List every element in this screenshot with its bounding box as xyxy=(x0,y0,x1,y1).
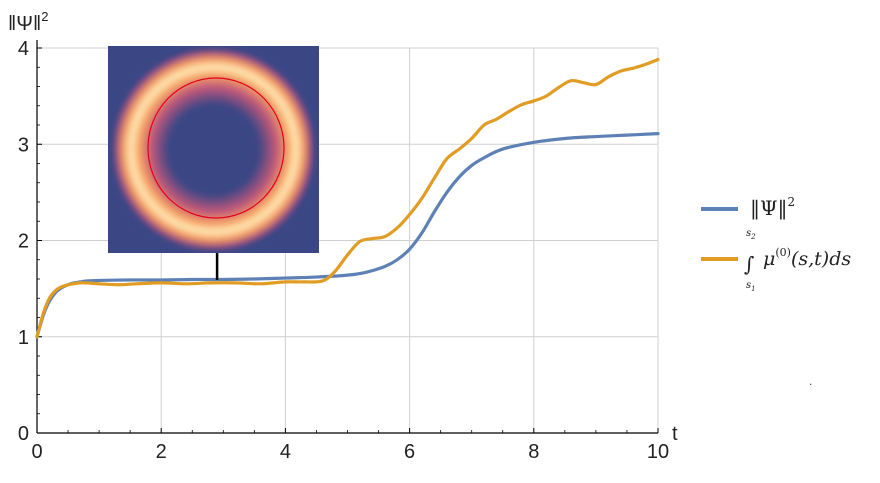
legend-norm-base: ‖Ψ‖ xyxy=(750,196,788,221)
legend: ‖Ψ‖2 ∫ s2 s1 μ(0)(s,t)ds xyxy=(701,195,851,293)
inset-density-ring xyxy=(113,49,314,250)
axes xyxy=(36,40,659,434)
y-tick-label: 0 xyxy=(18,423,29,445)
legend-integral-upper: s2 xyxy=(746,228,756,241)
x-tick-label: 6 xyxy=(404,441,415,463)
y-tick-label: 4 xyxy=(18,38,29,60)
y-axis-title-sup: 2 xyxy=(41,9,48,24)
y-axis-title: ‖Ψ‖2 xyxy=(8,9,48,35)
legend-integral-expression: μ(0)(s,t)ds xyxy=(763,246,851,270)
x-tick-label: 8 xyxy=(528,441,539,463)
legend-integral-lower: s1 xyxy=(746,280,756,293)
series-line-integral xyxy=(35,57,660,339)
legend-label-norm: ‖Ψ‖2 xyxy=(750,195,795,221)
x-tick-label: 10 xyxy=(647,441,669,463)
x-tick-label: 4 xyxy=(280,441,291,463)
series xyxy=(35,57,660,339)
legend-label-integral: ∫ s2 s1 μ(0)(s,t)ds xyxy=(744,228,851,293)
x-axis-title: t xyxy=(672,423,678,445)
tick-labels: 0 2 4 6 8 10 0 1 2 3 4 xyxy=(18,38,669,463)
y-tick-label: 2 xyxy=(18,231,29,253)
y-tick-label: 3 xyxy=(18,134,29,156)
inset-density-image xyxy=(108,46,319,280)
legend-integral-symbol: ∫ xyxy=(744,252,754,276)
x-tick-label: 0 xyxy=(31,441,42,463)
y-tick-label: 1 xyxy=(18,327,29,349)
y-axis-title-base: ‖Ψ‖ xyxy=(8,13,41,35)
stray-dot: . xyxy=(809,374,812,388)
legend-norm-sup: 2 xyxy=(788,195,796,209)
x-tick-label: 2 xyxy=(156,441,167,463)
inset-contour xyxy=(147,77,285,219)
